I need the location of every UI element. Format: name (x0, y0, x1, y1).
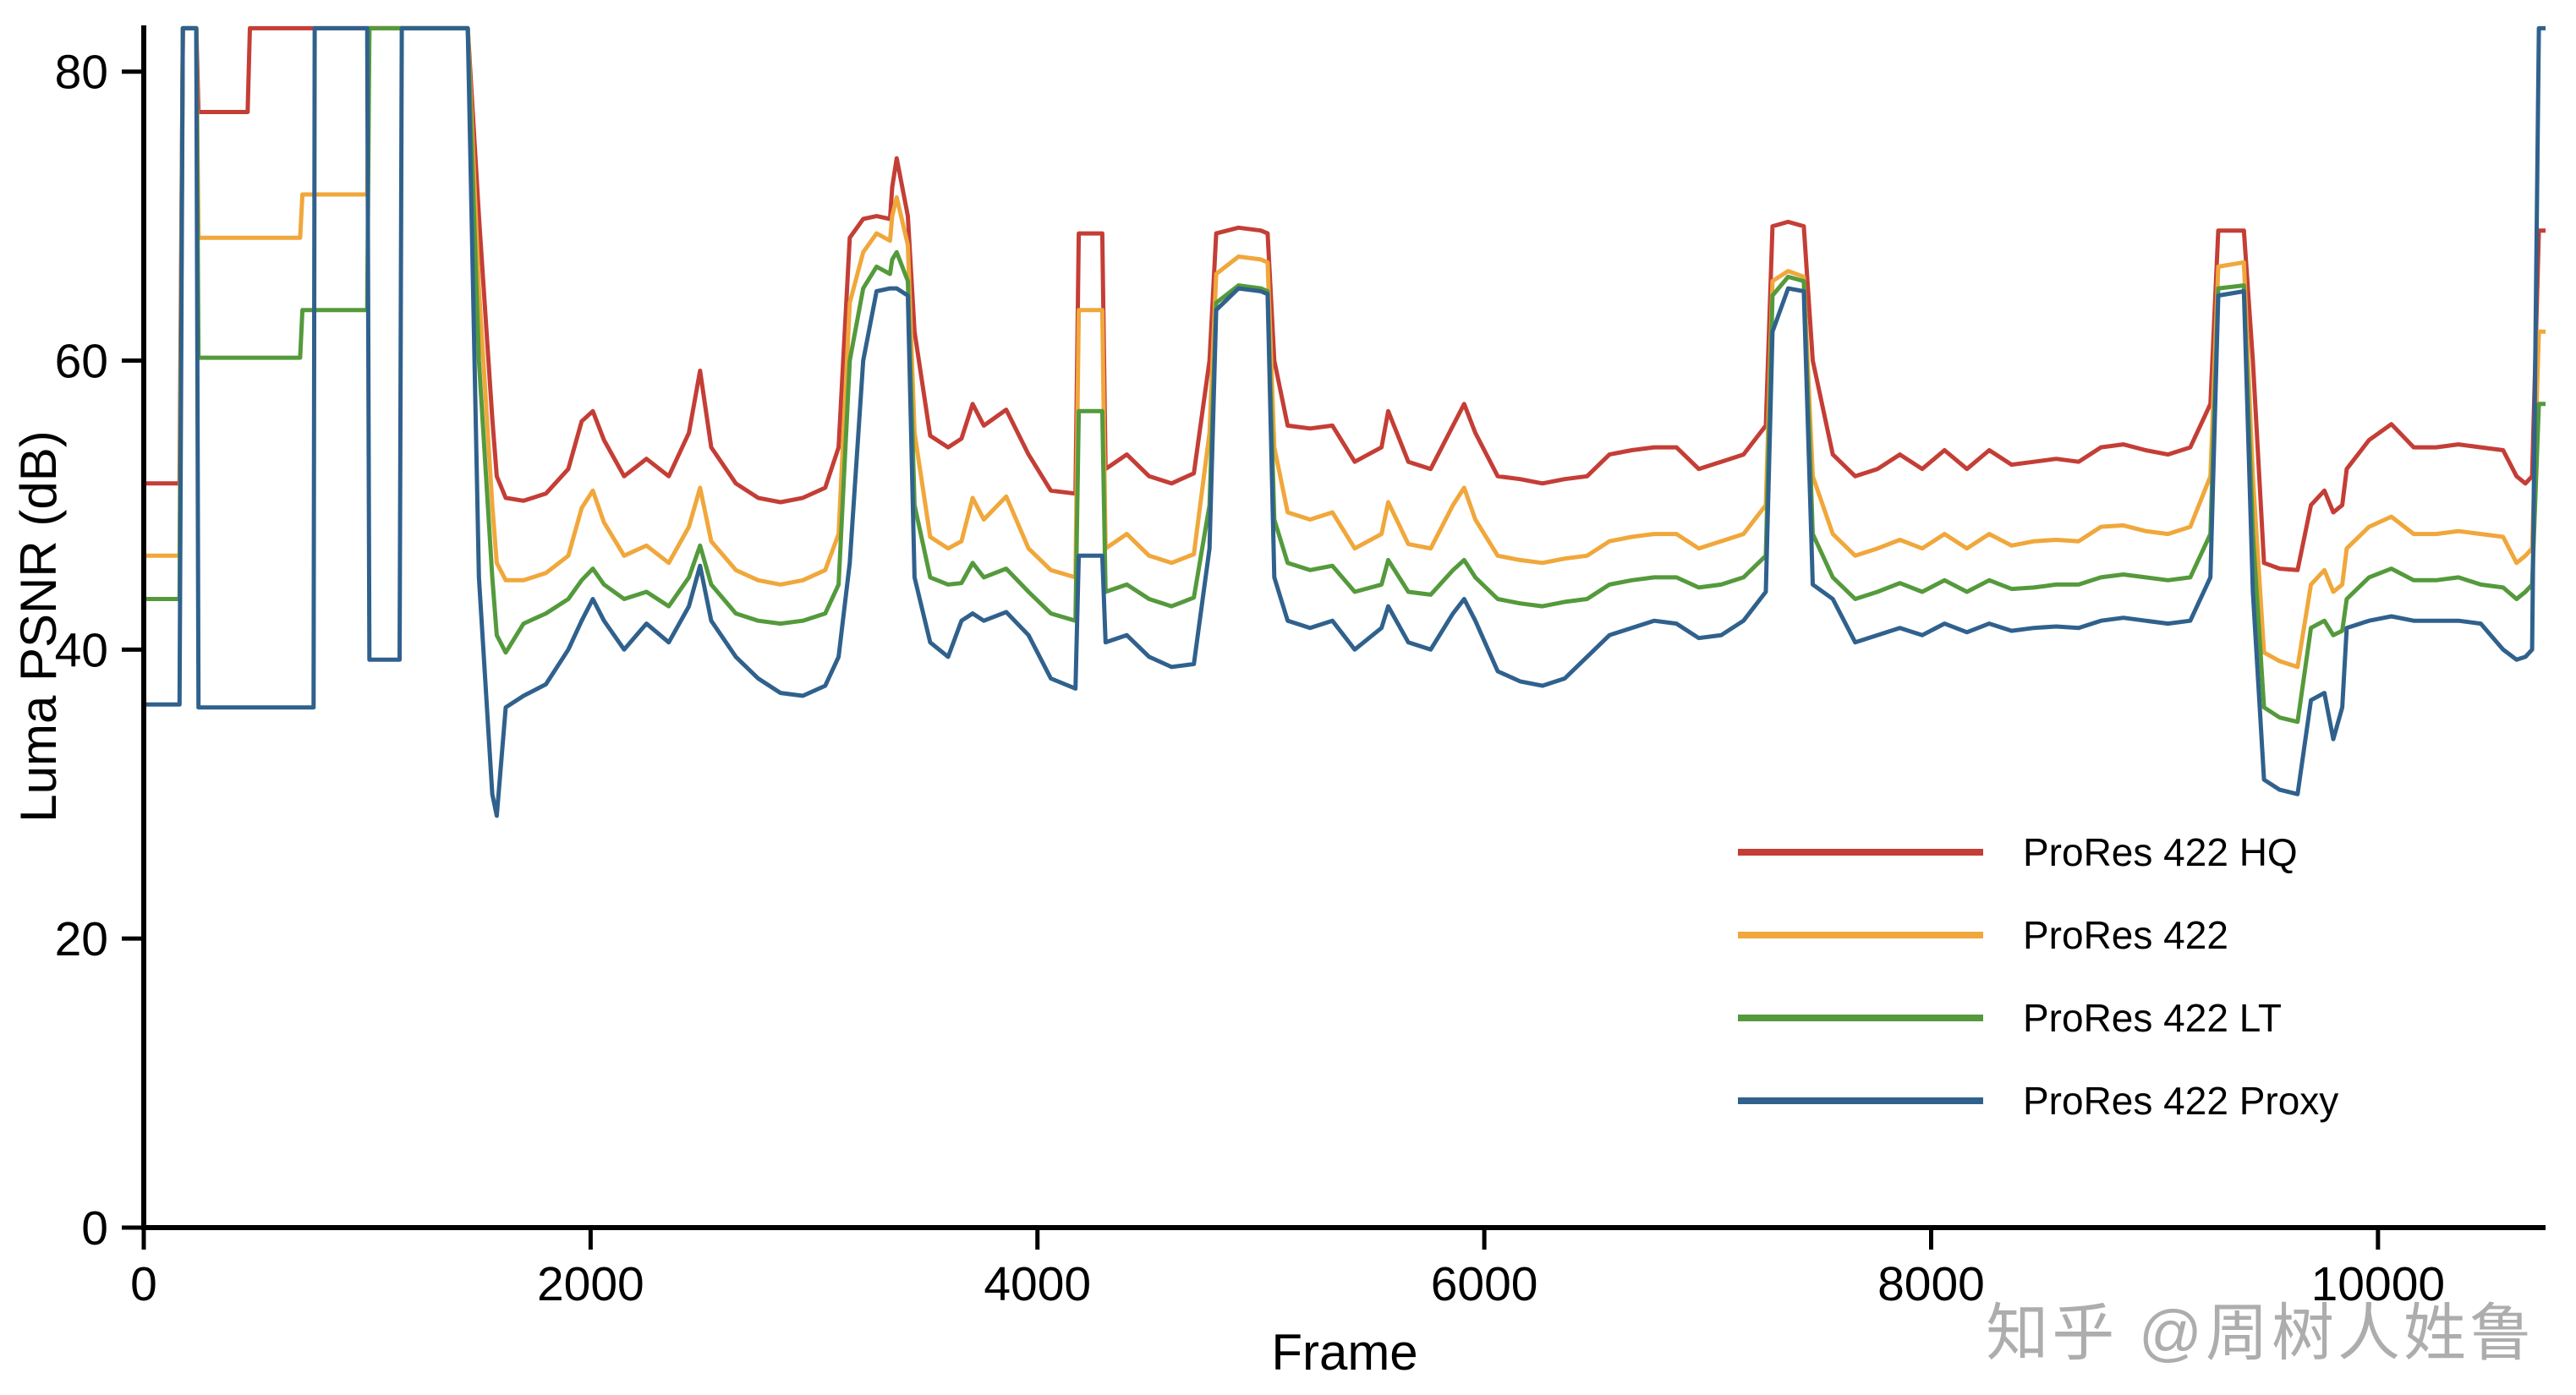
series-line-prores-422-hq (144, 25, 2546, 572)
legend-item: ProRes 422 Proxy (1738, 1079, 2338, 1123)
y-tick-label: 20 (55, 912, 108, 966)
series-line-prores-422-proxy (144, 25, 2546, 818)
x-tick-label: 10000 (2311, 1257, 2446, 1311)
watermark: 知乎 @周树人姓鲁 (1986, 1298, 2535, 1368)
legend-label: ProRes 422 Proxy (2023, 1079, 2338, 1123)
x-tick-label: 4000 (984, 1257, 1091, 1311)
legend-item: ProRes 422 HQ (1738, 830, 2298, 874)
y-axis-label: Luma PSNR (dB) (10, 430, 67, 822)
series-line-prores-422 (144, 25, 2546, 670)
y-tick-label: 40 (55, 623, 108, 677)
y-tick-label: 60 (55, 335, 108, 389)
legend-label: ProRes 422 LT (2023, 996, 2282, 1040)
x-tick-label: 0 (130, 1257, 157, 1311)
x-tick-label: 8000 (1877, 1257, 1985, 1311)
x-tick-label: 2000 (537, 1257, 644, 1311)
legend-label: ProRes 422 (2023, 913, 2228, 957)
y-tick-label: 80 (55, 46, 108, 100)
legend-item: ProRes 422 (1738, 913, 2228, 957)
legend: ProRes 422 HQ ProRes 422 ProRes 422 LT ProR… (1738, 830, 2338, 1123)
legend-item: ProRes 422 LT (1738, 996, 2282, 1040)
series-line-prores-422-lt (144, 25, 2546, 725)
x-tick-label: 6000 (1431, 1257, 1538, 1311)
legend-label: ProRes 422 HQ (2023, 830, 2298, 874)
x-axis-label: Frame (1271, 1324, 1417, 1381)
y-tick-label: 0 (81, 1201, 108, 1256)
